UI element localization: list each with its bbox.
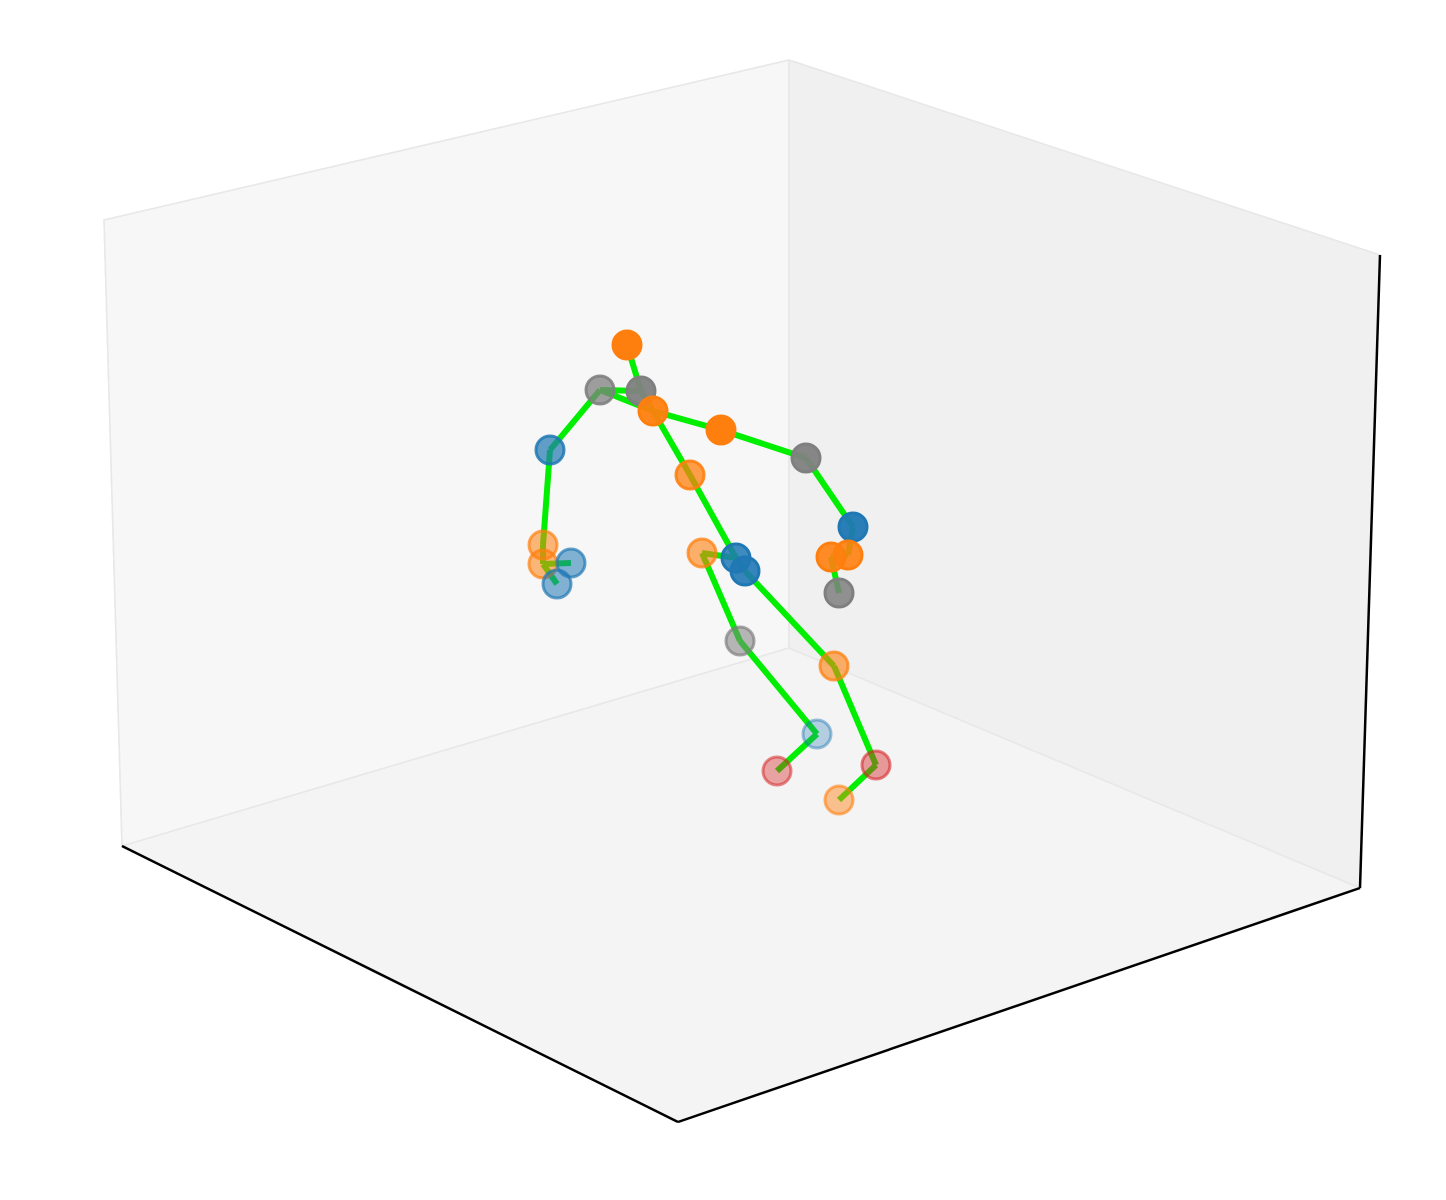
bone-right-elbow-to-right-wrist	[540, 449, 553, 546]
joint-right-shoulder	[584, 374, 616, 406]
pane-edge-top-left	[103, 59, 790, 221]
joint-right-toe	[761, 755, 793, 787]
pane-edge-left	[103, 219, 123, 847]
joint-left-toe	[823, 784, 855, 816]
joint-right-hip	[686, 537, 718, 569]
joint-left-ankle	[860, 749, 892, 781]
bone-left-hip-to-left-knee	[742, 568, 837, 669]
pane-edge-floor-left	[121, 647, 790, 847]
joint-left-elbow	[837, 511, 869, 543]
joint-left-clavicle	[705, 414, 737, 446]
y-axis-line	[677, 886, 1361, 1124]
joint-left-knee	[818, 650, 850, 682]
bone-right-ankle-to-right-toe	[774, 731, 820, 774]
bone-spine-to-pelvis	[687, 473, 739, 560]
joint-right-elbow	[534, 434, 566, 466]
joint-right-ankle	[801, 718, 833, 750]
joint-right-knee	[724, 625, 756, 657]
pane-edge-top-right	[788, 59, 1381, 256]
joint-thorax	[637, 395, 669, 427]
z-axis-line	[1358, 254, 1382, 889]
bone-left-knee-to-left-ankle	[831, 664, 879, 767]
bone-right-knee-to-right-ankle	[737, 639, 820, 736]
joint-left-hand-a	[815, 541, 847, 573]
bone-right-hip-to-right-knee	[699, 551, 743, 643]
joint-left-shoulder	[790, 442, 822, 474]
joint-right-hand-c	[541, 568, 573, 600]
x-axis-line	[121, 844, 679, 1124]
joint-head-top	[611, 329, 643, 361]
joint-left-hand-b	[823, 577, 855, 609]
joint-left-hip	[729, 555, 761, 587]
joint-spine	[674, 459, 706, 491]
joint-right-hand-b	[555, 547, 587, 579]
skeleton-joints	[527, 329, 892, 816]
bone-left-ankle-to-left-toe	[836, 762, 879, 803]
pane-edge-floor-right	[788, 647, 1361, 889]
